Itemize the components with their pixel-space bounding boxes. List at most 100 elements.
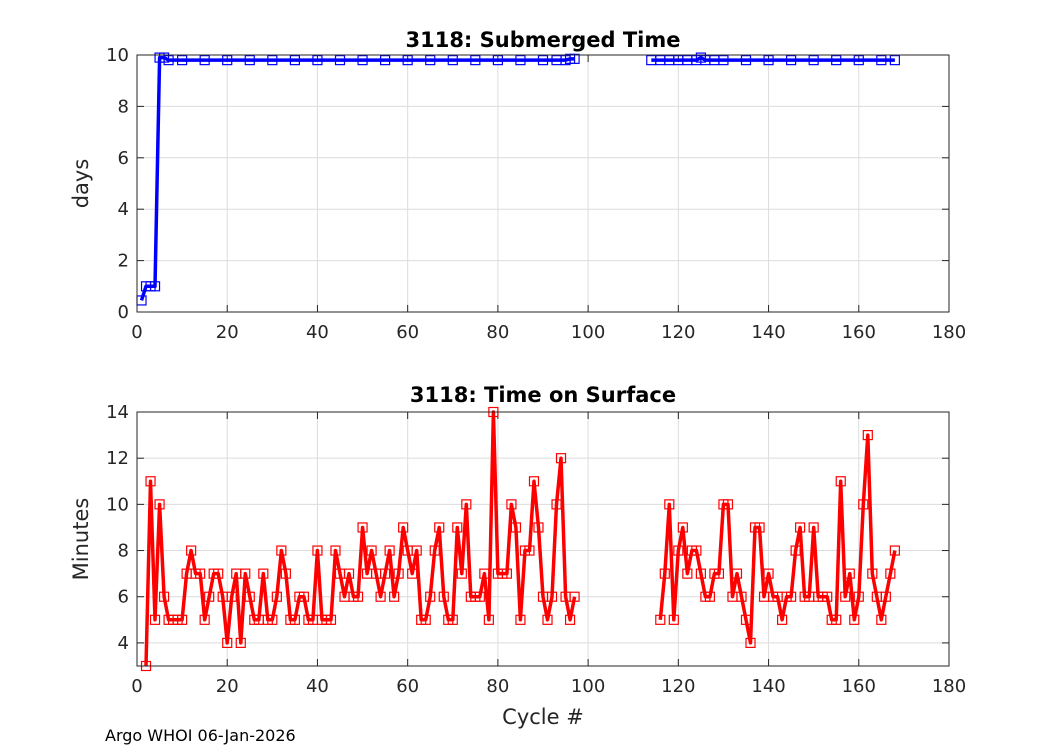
data-point-marker [357, 55, 368, 66]
data-point-marker [235, 637, 246, 649]
data-point-marker [546, 591, 558, 602]
data-point-marker [226, 591, 237, 602]
data-point-marker [429, 545, 440, 556]
data-point-marker [542, 614, 553, 625]
x-tick-label: 0 [131, 322, 142, 343]
data-point-marker [398, 522, 409, 533]
y-tick-label: 4 [118, 199, 129, 220]
x-tick-label: 120 [661, 322, 695, 343]
series-line [139, 55, 575, 301]
x-tick-label: 20 [216, 322, 239, 343]
data-point-marker [271, 591, 282, 602]
chart-title: 3118: Submerged Time [405, 28, 680, 52]
data-point-marker [889, 55, 900, 66]
x-tick-label: 140 [751, 676, 785, 697]
x-tick-label: 160 [842, 676, 876, 697]
data-point-marker [240, 568, 251, 579]
data-point-marker [407, 568, 418, 579]
data-point-marker [357, 522, 368, 533]
data-point-marker [158, 591, 170, 602]
data-point-marker [280, 568, 291, 579]
data-point-marker [853, 591, 864, 602]
data-point-marker [375, 591, 386, 602]
data-point-marker [452, 522, 463, 533]
data-point-marker [244, 591, 255, 602]
x-tick-label: 100 [571, 322, 605, 343]
data-point-marker [569, 53, 580, 64]
data-point-marker [267, 614, 278, 625]
data-point-marker [334, 55, 346, 66]
data-point-marker [222, 55, 233, 66]
data-point-marker [425, 591, 436, 602]
data-point-marker [786, 591, 797, 602]
data-point-marker [528, 476, 540, 487]
data-point-marker [402, 55, 413, 66]
data-point-marker [831, 614, 842, 625]
plot-area [137, 55, 949, 312]
x-tick-label: 100 [571, 676, 605, 697]
data-point-marker [822, 591, 833, 602]
data-point-marker [447, 614, 458, 625]
data-point-marker [682, 568, 693, 579]
y-tick-label: 10 [106, 45, 129, 66]
y-tick-label: 14 [106, 402, 129, 423]
data-point-marker [177, 614, 188, 625]
data-point-marker [461, 499, 472, 510]
data-point-marker [380, 568, 391, 579]
data-point-marker [434, 522, 445, 533]
x-axis-label: Cycle # [502, 705, 584, 729]
data-point-marker [876, 55, 887, 66]
y-tick-label: 8 [118, 96, 129, 117]
data-point-marker [704, 591, 716, 602]
data-point-marker [515, 55, 526, 66]
plot-area [137, 412, 949, 666]
data-point-marker [389, 591, 400, 602]
x-tick-label: 180 [932, 676, 966, 697]
data-point-marker [149, 281, 161, 292]
data-point-marker [145, 476, 156, 487]
y-tick-label: 6 [118, 148, 129, 169]
axes-frame [136, 54, 950, 313]
y-tick-label: 12 [106, 448, 129, 469]
y-tick-label: 8 [118, 541, 129, 562]
data-point-marker [795, 522, 806, 533]
data-point-marker [853, 55, 864, 66]
data-point-marker [289, 614, 300, 625]
data-point-marker [569, 591, 580, 602]
data-point-marker [510, 522, 522, 533]
data-point-marker [267, 55, 278, 66]
data-point-marker [343, 568, 355, 579]
data-point-marker [352, 591, 364, 602]
data-point-marker [186, 545, 197, 556]
data-point-marker [195, 568, 206, 579]
data-point-marker [524, 545, 535, 556]
data-point-marker [673, 545, 684, 556]
data-point-marker [776, 614, 788, 625]
data-point-marker [808, 55, 819, 66]
data-point-marker [840, 591, 851, 602]
y-tick-label: 6 [118, 587, 129, 608]
data-point-marker [876, 614, 887, 625]
data-point-marker [835, 476, 846, 487]
data-point-marker [470, 55, 481, 66]
data-point-marker [790, 545, 801, 556]
data-point-marker [204, 591, 215, 602]
data-point-marker [808, 522, 819, 533]
submerged-time-panel: 0 20 40 60 80 100 120 140 160 180 0 2 4 6 8 10 3118: Sub… [69, 28, 966, 343]
y-tick-label: 0 [118, 302, 129, 323]
surface-time-panel: 0 20 40 60 80 100 120 140 160 180 4 6 8 10 12 14 3118: T… [69, 383, 966, 729]
data-point-marker [655, 614, 666, 625]
data-point-marker [289, 55, 300, 66]
data-point-marker [199, 614, 210, 625]
data-point-marker [537, 55, 549, 66]
data-point-marker [199, 55, 210, 66]
y-tick-label: 2 [118, 251, 129, 272]
data-point-marker [745, 637, 756, 649]
data-point-marker [844, 568, 855, 579]
data-point-marker [483, 614, 494, 625]
data-point-marker [831, 55, 842, 66]
data-point-marker [515, 614, 526, 625]
data-point-marker [677, 522, 688, 533]
data-point-marker [325, 614, 337, 625]
